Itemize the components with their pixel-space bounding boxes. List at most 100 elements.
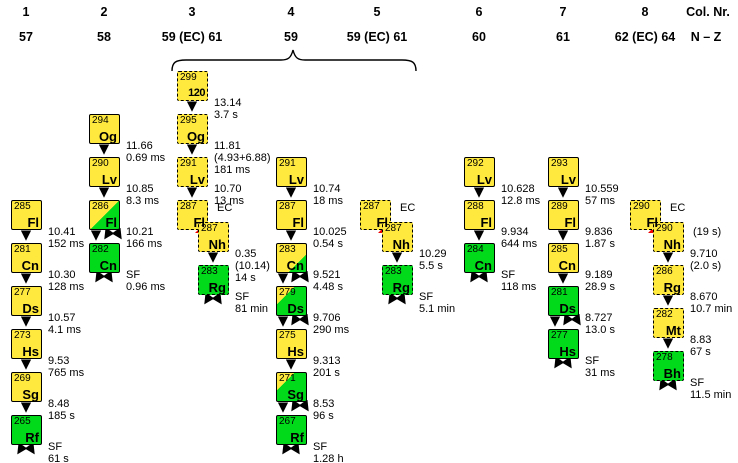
alpha-arrow-icon — [557, 273, 569, 284]
element-symbol: Hs — [559, 344, 576, 359]
decay-label: 10.57 4.1 ms — [48, 312, 81, 336]
decay-label-line: 185 s — [48, 410, 75, 422]
alpha-arrow-icon — [549, 316, 561, 327]
decay-label: 10.41 152 ms — [48, 226, 84, 250]
isotope-box-286Fl: 286 Fl — [89, 200, 120, 230]
decay-label: 8.83 67 s — [690, 334, 711, 358]
decay-label-line: 290 ms — [313, 324, 350, 336]
element-symbol: Lv — [101, 172, 117, 187]
alpha-arrow-icon — [285, 187, 297, 198]
decay-label: 8.48 185 s — [48, 398, 75, 422]
sf-arrows-icon — [291, 313, 309, 326]
decay-label: 13.14 3.7 s — [214, 97, 242, 121]
isotope-box-283Cn: 283 Cn — [276, 243, 307, 273]
element-symbol: Lv — [560, 172, 576, 187]
decay-label-line: 128 ms — [48, 281, 85, 293]
alpha-arrow-icon — [20, 230, 32, 241]
mass-number: 290 — [656, 223, 673, 234]
mass-number: 281 — [551, 287, 568, 298]
alpha-arrow-icon — [186, 101, 198, 112]
mass-number: 293 — [551, 158, 568, 169]
isotope-box-283Rg: 283 Rg — [382, 265, 413, 295]
col-nz-label: 61 — [556, 30, 570, 44]
mass-number: 299 — [180, 72, 197, 83]
decay-label: 9.706 290 ms — [313, 312, 349, 336]
mass-number: 279 — [279, 287, 296, 298]
isotope-box-290Nh: 290 Nh — [653, 222, 684, 252]
element-symbol: Hs — [287, 344, 304, 359]
element-symbol: Ds — [559, 301, 576, 316]
element-symbol: Mt — [665, 323, 681, 338]
decay-label: SF 31 ms — [585, 355, 615, 379]
element-symbol: Cn — [474, 258, 492, 273]
decay-label-line: 10.74 — [313, 183, 341, 195]
isotope-box-289Fl: 289 Fl — [548, 200, 579, 230]
alpha-arrow-icon — [285, 230, 297, 241]
decay-label: 11.81 (4.93+6.88) 181 ms — [214, 140, 271, 176]
isotope-box-299120: 299 120 — [177, 71, 208, 101]
mass-number: 271 — [279, 373, 296, 384]
decay-label-line: 9.53 — [48, 355, 70, 367]
decay-label-line: 10.025 — [313, 226, 347, 238]
isotope-box-282Mt: 282 Mt — [653, 308, 684, 338]
isotope-box-295Og: 295 Og — [177, 114, 208, 144]
decay-label-line: 57 ms — [585, 195, 615, 207]
decay-label-line: SF — [126, 269, 141, 281]
mass-number: 286 — [656, 266, 673, 277]
decay-label-line: 8.48 — [48, 398, 70, 410]
isotope-box-287Fl: 287 Fl — [276, 200, 307, 230]
isotope-box-265Rf: 265 Rf — [11, 415, 42, 445]
decay-label-line: 8.727 — [585, 312, 613, 324]
decay-label: 9.934 644 ms — [501, 226, 537, 250]
isotope-box-291Lv: 291 Lv — [177, 157, 208, 187]
sf-arrows-icon — [95, 270, 113, 283]
element-symbol: Cn — [21, 258, 39, 273]
isotope-box-290Fl: 290 Fl — [630, 200, 661, 230]
element-symbol: Nh — [208, 237, 226, 252]
col-number-label: 8 — [641, 5, 649, 19]
element-symbol: Rg — [663, 280, 681, 295]
decay-label-line: 9.521 — [313, 269, 341, 281]
decay-label: 10.559 57 ms — [585, 183, 619, 207]
mass-number: 283 — [201, 266, 218, 277]
col-number-label: 1 — [22, 5, 30, 19]
decay-label-line: 81 min — [235, 303, 269, 315]
alpha-arrow-icon — [90, 230, 102, 241]
isotope-box-287Nh: 287 Nh — [198, 222, 229, 252]
sf-arrows-icon — [17, 442, 35, 455]
mass-number: 287 — [180, 201, 197, 212]
decay-label-line: 10.85 — [126, 183, 154, 195]
isotope-box-269Sg: 269 Sg — [11, 372, 42, 402]
col-nz-label: 58 — [97, 30, 111, 44]
decay-label: SF 5.1 min — [419, 291, 455, 315]
ec-label: EC — [217, 202, 233, 214]
element-symbol: Fl — [646, 215, 658, 230]
sf-arrows-icon — [204, 292, 222, 305]
decay-label: SF 118 ms — [501, 269, 536, 293]
isotope-box-281Ds: 281 Ds — [548, 286, 579, 316]
decay-label: 10.30 128 ms — [48, 269, 84, 293]
element-symbol: Fl — [376, 215, 388, 230]
decay-label-line: 9.189 — [585, 269, 613, 281]
alpha-arrow-icon — [662, 295, 674, 306]
decay-label: 11.66 0.69 ms — [126, 140, 165, 164]
group-brace-icon — [171, 49, 417, 72]
mass-number: 287 — [201, 223, 218, 234]
mass-number: 269 — [14, 373, 31, 384]
alpha-arrow-icon — [277, 316, 289, 327]
decay-label: 10.21 166 ms — [126, 226, 162, 250]
col-nz-label: 62 (EC) 64 — [614, 30, 676, 44]
element-symbol: Fl — [292, 215, 304, 230]
decay-label-line: (4.93+6.88) — [214, 152, 271, 164]
mass-number: 294 — [92, 115, 109, 126]
decay-label-line: (2.0 s) — [690, 260, 722, 272]
mass-number: 292 — [467, 158, 484, 169]
decay-label: 8.727 13.0 s — [585, 312, 615, 336]
element-symbol: Hs — [22, 344, 39, 359]
decay-label-line: 96 s — [313, 410, 334, 422]
mass-number: 282 — [656, 309, 673, 320]
element-symbol: Rg — [392, 280, 410, 295]
decay-label-line: 0.54 s — [313, 238, 343, 250]
isotope-box-277Ds: 277 Ds — [11, 286, 42, 316]
decay-label: 10.85 8.3 ms — [126, 183, 159, 207]
